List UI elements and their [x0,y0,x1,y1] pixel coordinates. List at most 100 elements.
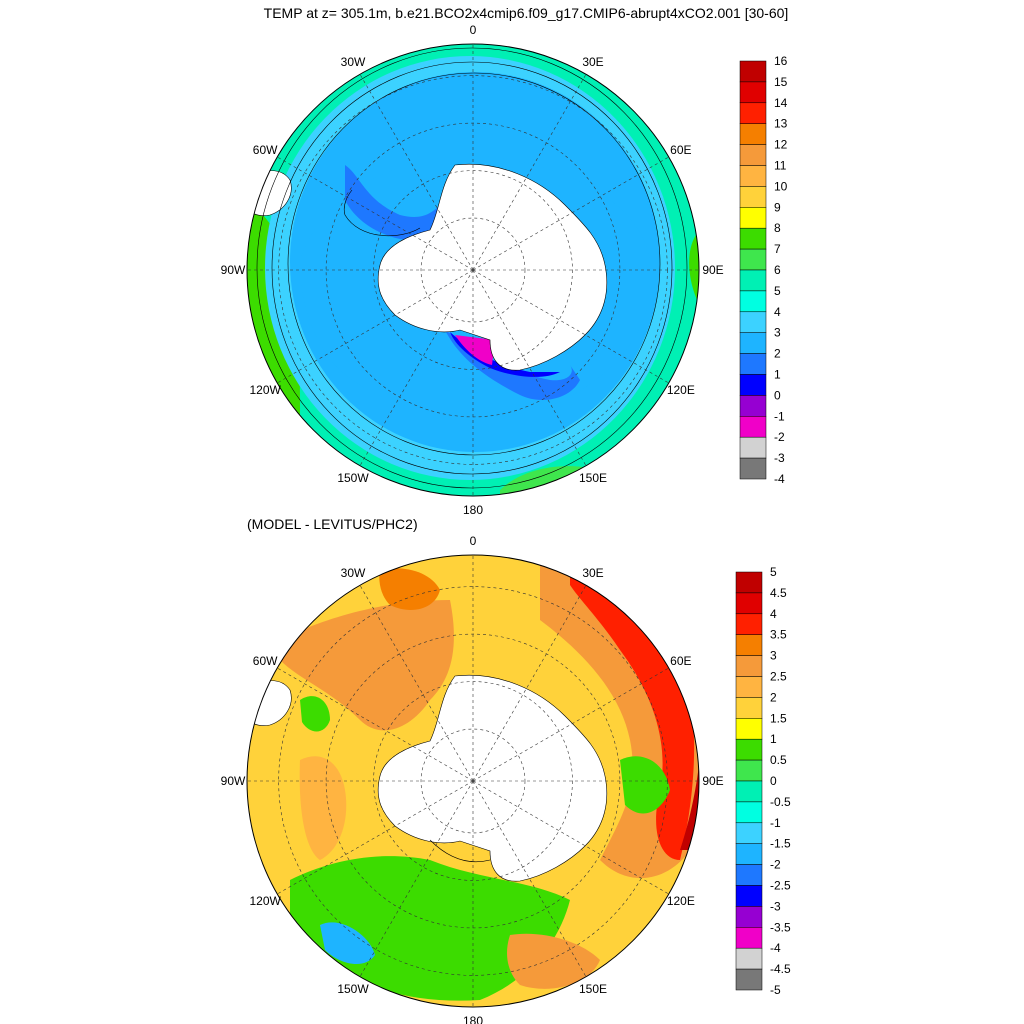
colorbar-tick-label: 1 [770,732,777,746]
colorbar-swatch [735,947,763,970]
longitude-label: 150W [337,471,369,485]
colorbar-swatch [739,311,767,333]
colorbar-tick-label: 4 [770,607,777,621]
longitude-label: 90W [221,263,246,277]
colorbar-tick-label: 0 [770,774,777,788]
longitude-label: 60E [670,654,691,668]
bottom-map-field [247,555,699,1007]
longitude-label: 60W [253,654,278,668]
colorbar-swatch [735,676,763,698]
colorbar-swatch [739,207,767,229]
top-contour-1 [256,47,688,489]
colorbar-tick-label: 1.5 [770,711,787,725]
meridian-gridline [277,269,474,384]
colorbar-tick-label: -0.5 [770,795,791,809]
colorbar-swatch [735,718,763,740]
longitude-label: 60E [670,143,691,157]
colorbar-swatch [739,269,767,292]
longitude-label: 120W [249,894,281,908]
meridian-gridline [472,585,587,782]
bottom-pacific-green [290,856,570,1001]
colorbar-tick-label: 2 [770,690,777,704]
colorbar-swatch [739,436,767,459]
colorbar-tick-label: -1 [774,409,785,423]
top-map-field [247,44,699,496]
top-lon-labels: 0 30E 60E 90E 120E 150E 180 150W 120W 90W 60W 30W [221,23,724,517]
longitude-label: 30W [341,55,366,69]
colorbar-tick-label: 4 [774,305,781,319]
meridian-gridline [472,780,587,977]
colorbar-swatch [739,227,767,250]
longitude-label: 90E [702,263,723,277]
bottom-map-outline [246,554,700,1008]
meridian-gridline [359,780,474,977]
colorbar-tick-label: 9 [774,200,781,214]
figure-subtitle: (MODEL - LEVITUS/PHC2) [247,516,418,532]
longitude-label: 150W [337,982,369,996]
colorbar-tick-label: -2 [774,430,785,444]
colorbar-tick-label: 0 [774,388,781,402]
bottom-west-orange [280,600,454,731]
colorbar-swatch [739,186,767,208]
colorbar-tick-label: -4 [770,941,781,955]
colorbar-tick-label: 5 [774,284,781,298]
meridian-gridline [359,74,474,271]
colorbar-swatch [735,634,763,656]
colorbar-tick-label: -4 [774,472,785,486]
colorbar-swatch [739,144,767,166]
colorbar-swatch [735,613,763,635]
bottom-colorbar: 5 4.5 4 3.5 3 2.5 2 1.5 1 0.5 0 -0.5 -1 -1.5 -2 -2.5 -3 -… [735,565,791,997]
colorbar-tick-label: -2 [770,858,781,872]
longitude-label: 30E [582,566,603,580]
colorbar-tick-label: 16 [774,54,788,68]
colorbar-tick-label: 15 [774,75,788,89]
bottom-graticule [247,555,699,1007]
colorbar-tick-label: 2.5 [770,670,787,684]
colorbar-swatch [739,290,767,313]
meridian-gridline [359,585,474,782]
colorbar-tick-label: -4.5 [770,962,791,976]
colorbar-tick-label: 1 [774,368,781,382]
bottom-ross-contour [429,839,491,863]
top-band-warm-east [689,230,699,320]
longitude-label: 180 [463,1014,483,1024]
longitude-label: 90W [221,774,246,788]
meridian-gridline [472,74,587,271]
longitude-label: 0 [470,23,477,37]
colorbar-swatch [735,906,763,928]
bottom-southeast-orange [507,933,600,989]
colorbar-swatch [739,60,767,83]
bottom-west-green [300,696,330,732]
colorbar-tick-label: 5 [770,565,777,579]
latitude-gridline [420,217,526,323]
meridian-gridline [472,156,669,271]
colorbar-swatch [739,165,767,187]
colorbar-swatch [739,248,767,271]
figure-title: TEMP at z= 305.1m, b.e21.BCO2x4cmip6.f09… [264,5,789,21]
colorbar-tick-label: -3 [770,899,781,913]
colorbar-tick-label: -5 [770,983,781,997]
colorbar-tick-label: -3.5 [770,920,791,934]
meridian-gridline [277,780,474,895]
colorbar-swatch [735,927,763,949]
top-contour-2 [271,61,673,475]
top-ross-2 [445,330,580,400]
top-map-outline [246,43,700,497]
colorbar-swatch [735,759,763,782]
colorbar-tick-label: 3 [774,326,781,340]
meridian-gridline [472,269,587,466]
longitude-label: 120E [667,383,695,397]
colorbar-swatch [735,592,763,615]
longitude-label: 120E [667,894,695,908]
colorbar-tick-label: 13 [774,117,788,131]
colorbar-swatch [735,697,763,719]
colorbar-swatch [735,738,763,761]
colorbar-swatch [739,353,767,375]
meridian-gridline [277,156,474,271]
meridian-gridline [472,780,669,895]
colorbar-swatch [739,395,767,417]
colorbar-swatch [735,885,763,907]
bottom-west-band [299,756,347,860]
